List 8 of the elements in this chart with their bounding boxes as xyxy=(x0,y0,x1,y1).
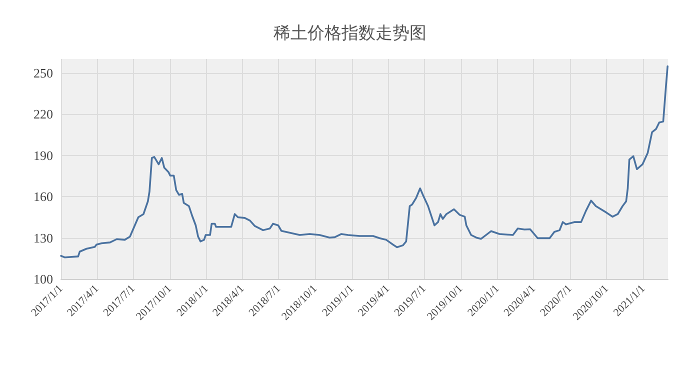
y-tick-label: 190 xyxy=(34,148,53,163)
line-series xyxy=(60,65,668,258)
y-tick-label: 250 xyxy=(34,65,53,80)
y-tick-label: 130 xyxy=(34,230,53,246)
chart-title: 稀土价格指数走势图 xyxy=(274,24,426,44)
y-tick-label: 160 xyxy=(34,189,53,204)
y-tick-label: 220 xyxy=(34,106,53,122)
y-tick-label: 100 xyxy=(34,272,53,286)
